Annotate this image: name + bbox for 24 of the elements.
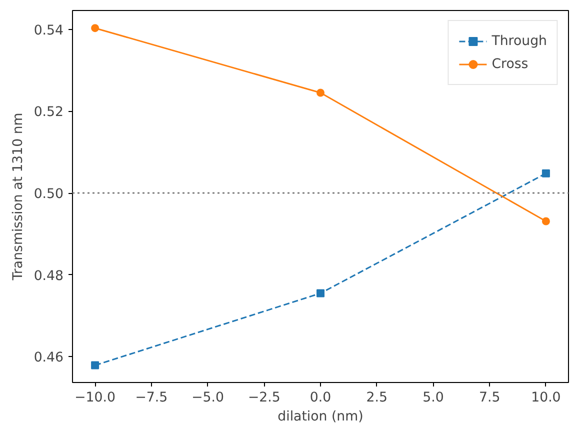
point [316, 289, 324, 298]
y-tick-label: 0.46 [34, 350, 64, 366]
point [91, 24, 100, 32]
x-tick-label: 7.5 [478, 390, 500, 406]
x-tick-label: −10.0 [74, 390, 116, 406]
point [542, 217, 550, 226]
x-tick-label: 10.0 [531, 390, 561, 406]
y-tick-label: 0.50 [34, 187, 64, 202]
x-tick-label: 2.5 [366, 390, 388, 406]
legend-label: Through [492, 34, 547, 48]
point [91, 361, 100, 370]
x-tick-label: −2.5 [248, 390, 280, 406]
x-axis-title: dilation (nm) [278, 410, 364, 424]
x-tick-label: 0.0 [310, 390, 332, 406]
y-tick-label: 0.48 [34, 268, 64, 284]
y-tick-label: 0.52 [34, 105, 64, 120]
y-axis-title: Transmission at 1310 nm [10, 112, 26, 282]
point [316, 88, 324, 97]
y-tick-label: 0.54 [34, 23, 64, 38]
x-tick-label: 5.0 [422, 390, 444, 406]
x-tick-label: −7.5 [135, 390, 168, 406]
legend-label: Cross [492, 56, 528, 72]
x-tick-label: −5.0 [192, 390, 224, 406]
point [542, 169, 550, 178]
